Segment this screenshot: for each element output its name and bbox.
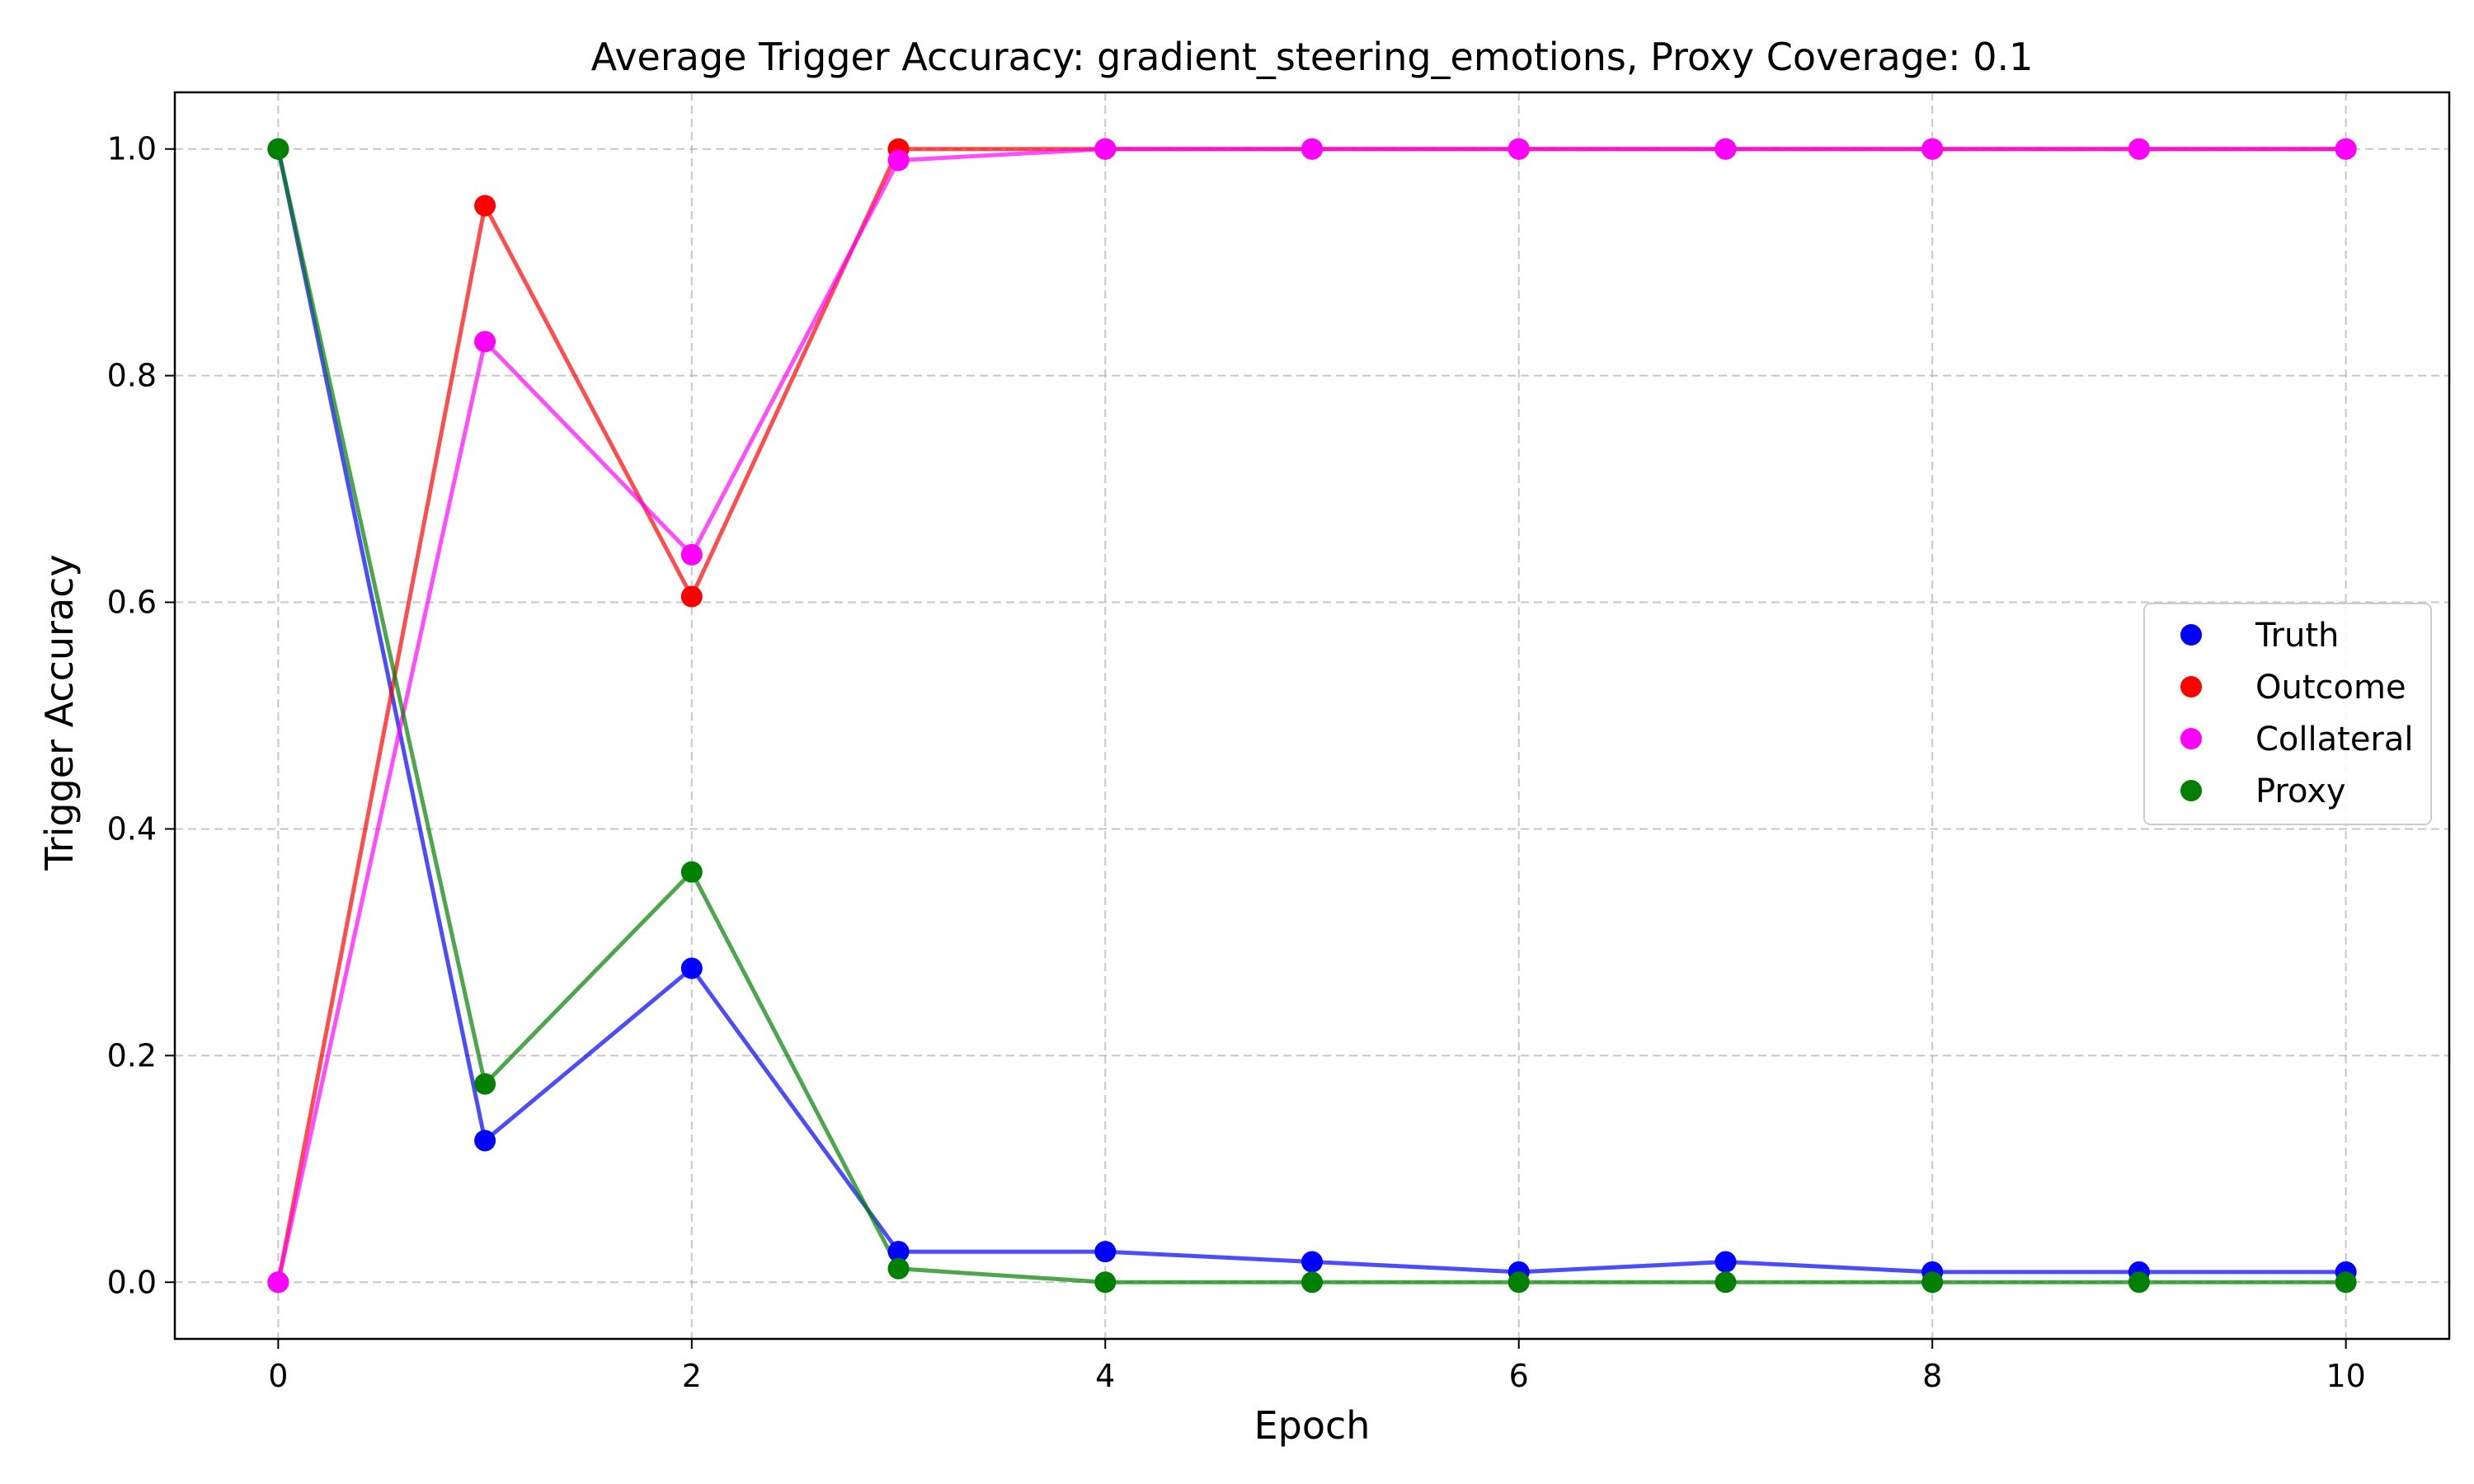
data-point-collateral — [680, 543, 703, 566]
x-tick-label: 4 — [1095, 1358, 1115, 1394]
data-point-proxy — [474, 1073, 496, 1095]
data-point-proxy — [267, 138, 289, 160]
data-point-outcome — [680, 585, 703, 608]
y-tick-label: 0.4 — [107, 810, 157, 847]
data-point-truth — [1094, 1241, 1117, 1263]
series-lines — [275, 147, 2346, 1284]
y-axis-title: Trigger Accuracy — [37, 554, 82, 871]
data-point-proxy — [1714, 1271, 1737, 1294]
legend-label-outcome: Outcome — [2255, 669, 2406, 707]
y-tick-label: 1.0 — [107, 131, 157, 167]
data-point-proxy — [680, 861, 703, 883]
data-point-collateral — [2128, 138, 2150, 160]
axis-ticks: 0 2 4 6 8 10 0.0 0.2 0.4 0.6 0.8 1.0 — [107, 131, 2366, 1394]
data-point-truth — [1301, 1251, 1323, 1273]
data-point-truth — [474, 1129, 496, 1152]
data-point-proxy — [2128, 1271, 2150, 1294]
chart-title: Average Trigger Accuracy: gradient_steer… — [591, 35, 2034, 79]
x-tick-label: 0 — [268, 1358, 288, 1394]
data-point-collateral — [887, 149, 910, 171]
x-tick-label: 6 — [1509, 1358, 1529, 1394]
data-point-proxy — [1921, 1271, 1944, 1294]
grid-lines — [175, 92, 2449, 1339]
series-line-proxy — [275, 148, 2346, 1284]
legend-frame — [2143, 603, 2432, 825]
data-point-collateral — [267, 1271, 289, 1294]
data-point-proxy — [1301, 1271, 1323, 1294]
x-axis-title: Epoch — [1254, 1403, 1371, 1448]
data-point-collateral — [1301, 138, 1323, 160]
data-point-collateral — [1094, 138, 1117, 160]
legend-marker-collateral — [2180, 728, 2202, 749]
y-tick-label: 0.6 — [107, 585, 157, 621]
data-point-collateral — [1507, 138, 1530, 160]
data-point-truth — [680, 957, 703, 979]
legend-label-truth: Truth — [2255, 617, 2339, 655]
y-tick-label: 0.8 — [107, 358, 157, 394]
data-point-truth — [887, 1241, 910, 1263]
data-point-proxy — [1094, 1271, 1117, 1294]
data-point-collateral — [1714, 138, 1737, 160]
y-tick-label: 0.0 — [107, 1264, 157, 1300]
x-tick-label: 2 — [682, 1358, 702, 1394]
legend-marker-proxy — [2180, 780, 2202, 801]
y-tick-label: 0.2 — [107, 1037, 157, 1073]
legend: Truth Outcome Collateral Proxy — [2143, 603, 2432, 825]
data-point-collateral — [2335, 138, 2357, 160]
data-point-proxy — [2335, 1271, 2357, 1294]
series-markers — [267, 138, 2357, 1294]
data-point-collateral — [1921, 138, 1944, 160]
data-point-truth — [1714, 1251, 1737, 1273]
data-point-collateral — [474, 331, 496, 353]
legend-label-proxy: Proxy — [2255, 773, 2346, 810]
data-point-outcome — [474, 195, 496, 217]
x-tick-label: 8 — [1922, 1358, 1942, 1394]
x-tick-label: 10 — [2326, 1358, 2365, 1394]
data-point-proxy — [887, 1257, 910, 1280]
legend-marker-truth — [2180, 624, 2202, 646]
series-line-collateral — [275, 147, 2346, 1283]
series-line-outcome — [275, 147, 2346, 1283]
plot-area-frame — [173, 91, 2451, 1341]
series-line-truth — [275, 148, 2346, 1275]
legend-label-collateral: Collateral — [2255, 721, 2414, 758]
legend-marker-outcome — [2180, 676, 2202, 697]
data-point-proxy — [1507, 1271, 1530, 1294]
